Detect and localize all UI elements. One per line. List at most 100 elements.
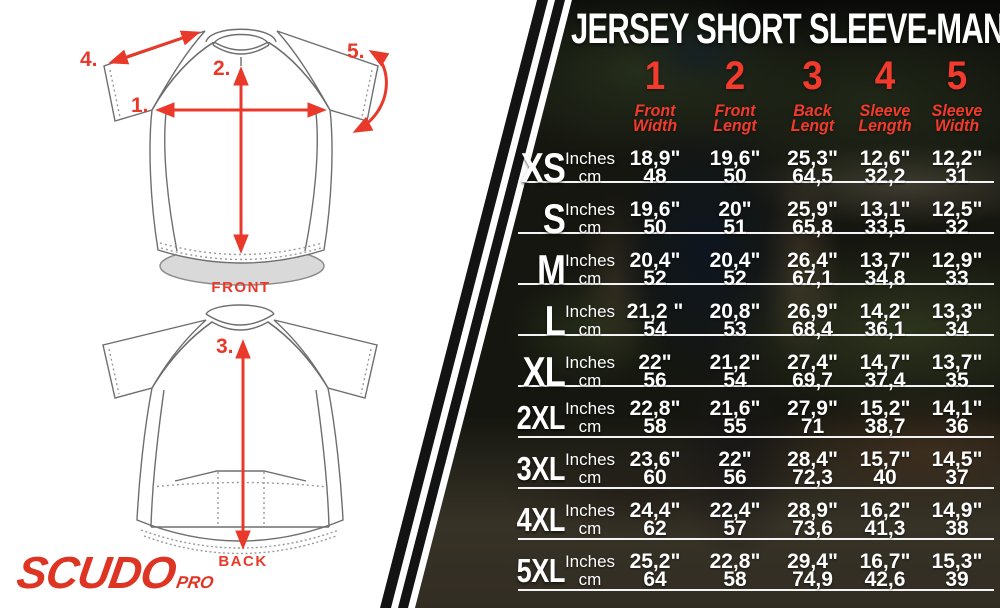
inches-value: 15,3": [931, 549, 983, 573]
unit-labels: Inches cm: [565, 399, 615, 437]
cm-value: 40: [873, 466, 897, 489]
column-label: Front Lengt: [713, 101, 757, 135]
cm-value: 56: [643, 369, 667, 392]
inches-value: 21,2": [709, 350, 761, 374]
inches-value: 14,5": [931, 447, 983, 471]
value-cell: 24,4" 62: [615, 498, 695, 539]
inches-value: 14,1": [931, 396, 983, 420]
inches-value: 20": [718, 197, 752, 221]
inches-value: 20,4": [629, 248, 681, 272]
inches-value: 16,2": [859, 498, 911, 522]
inches-value: 26,4": [787, 248, 838, 272]
cm-value: 38: [945, 517, 969, 540]
inches-value: 14,7": [859, 350, 911, 374]
marker-1-front-width: 1.: [131, 94, 149, 117]
column-number: 3: [802, 54, 823, 98]
cm-value: 51: [723, 216, 747, 239]
inches-value: 25,3": [787, 146, 838, 170]
brand-logo: SCUDOPRO: [14, 547, 218, 598]
column-label: Front Width: [632, 101, 678, 135]
cm-value: 50: [723, 165, 747, 188]
brand-suffix: PRO: [174, 573, 215, 592]
size-row: XL Inches cm 22" 56 21,2" 54 27,4" 69,7 14,…: [518, 348, 994, 395]
value-cell: 21,6" 55: [695, 398, 775, 437]
value-cell: 12,2" 31: [920, 144, 994, 192]
cm-value: 52: [723, 267, 747, 290]
brand-name: SCUDO: [13, 547, 180, 598]
unit-labels: Inches cm: [565, 501, 615, 539]
value-cell: 20,4" 52: [695, 246, 775, 294]
inches-value: 12,2": [931, 146, 983, 170]
cm-value: 54: [643, 318, 667, 341]
size-label: 3XL: [516, 450, 566, 487]
inches-value: 16,7": [859, 549, 911, 573]
size-row: 5XL Inches cm 25,2" 64 22,8" 58 29,4" 74,9 …: [516, 549, 994, 591]
cm-value: 50: [643, 216, 667, 239]
cm-value: 73,6: [792, 517, 833, 540]
unit-inches-label: Inches: [564, 551, 616, 571]
inches-value: 28,4": [787, 447, 838, 471]
column-number: 2: [724, 54, 746, 98]
inches-value: 27,9": [787, 396, 838, 420]
cm-value: 34,8: [864, 267, 906, 290]
inches-value: 13,7": [859, 248, 911, 272]
size-row: XS Inches cm 18,9" 48 19,6" 50 25,3" 64,5 1…: [518, 144, 994, 191]
value-cell: 15,2" 38,7: [850, 398, 920, 437]
unit-cm-label: cm: [578, 468, 602, 487]
marker-3-back-length: 3.: [216, 335, 234, 358]
value-cell: 19,6" 50: [695, 144, 775, 192]
value-cell: 16,7" 42,6: [850, 549, 920, 590]
inches-value: 20,4": [709, 248, 761, 272]
inches-value: 14,9": [931, 498, 983, 522]
cm-value: 32,2: [864, 165, 906, 188]
unit-labels: Inches cm: [565, 144, 615, 192]
cm-value: 67,1: [792, 267, 833, 290]
front-caption: FRONT: [211, 279, 271, 296]
value-cell: 25,3" 64,5: [775, 144, 850, 192]
value-cell: 25,2" 64: [615, 551, 695, 591]
column-header: 5 Sleeve Width: [920, 56, 994, 134]
size-label: 2XL: [516, 399, 566, 436]
column-header: 1 Front Width: [615, 56, 695, 135]
column-number: 4: [874, 54, 896, 98]
inches-value: 22": [718, 447, 752, 471]
inches-value: 12,6": [859, 146, 911, 170]
value-cell: 14,1" 36: [920, 396, 994, 437]
value-cell: 28,9" 73,6: [775, 500, 850, 540]
value-cell: 27,9" 71: [775, 396, 850, 437]
unit-cm-label: cm: [578, 269, 602, 288]
cm-value: 58: [723, 568, 747, 591]
cm-value: 39: [945, 568, 969, 591]
cm-value: 31: [945, 165, 969, 188]
cm-value: 41,3: [864, 517, 906, 540]
size-label: 4XL: [516, 501, 566, 538]
value-cell: 22,8" 58: [615, 398, 695, 437]
value-cell: 14,5" 37: [920, 447, 994, 488]
value-cell: 14,2" 36,1: [850, 297, 920, 345]
value-cell: 22,8" 58: [695, 551, 775, 591]
size-label: 5XL: [516, 552, 566, 589]
inches-value: 19,6": [709, 146, 761, 170]
cm-value: 33,5: [864, 216, 906, 239]
value-cell: 19,6" 50: [615, 195, 695, 243]
unit-inches-label: Inches: [564, 250, 616, 270]
value-cell: 13,7" 34,8: [850, 246, 920, 294]
cm-value: 48: [643, 165, 667, 188]
cm-value: 64: [643, 568, 667, 591]
inches-value: 13,3": [931, 299, 983, 323]
size-row: 4XL Inches cm 24,4" 62 22,4" 57 28,9" 73,6 …: [516, 498, 994, 540]
unit-labels: Inches cm: [565, 195, 615, 243]
column-header: 3 Back Lengt: [775, 54, 850, 134]
value-cell: 13,3" 34: [920, 297, 994, 345]
cm-value: 64,5: [792, 165, 833, 188]
cm-value: 74,9: [792, 568, 833, 591]
cm-value: 34: [945, 318, 969, 341]
unit-inches-label: Inches: [564, 449, 616, 469]
unit-inches-label: Inches: [564, 500, 616, 520]
unit-inches-label: Inches: [564, 352, 616, 372]
value-cell: 21,2 " 54: [615, 297, 695, 345]
inches-value: 24,4": [629, 498, 681, 522]
inches-value: 27,4": [787, 350, 838, 374]
value-cell: 20" 51: [695, 195, 775, 243]
value-cell: 12,9" 33: [920, 246, 994, 294]
